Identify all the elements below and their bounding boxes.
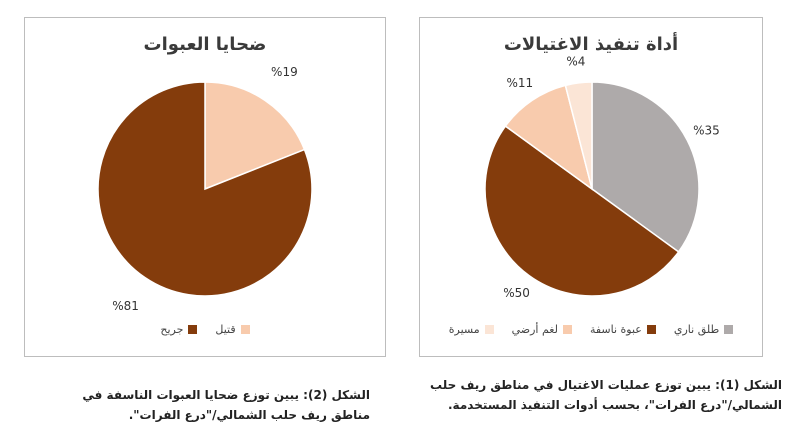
legend-item: جريح	[160, 323, 198, 336]
legend-swatch	[724, 325, 734, 334]
data-label: %35	[693, 124, 720, 138]
data-label: %11	[506, 76, 533, 90]
pie-slice	[591, 81, 700, 253]
legend-swatch	[646, 325, 656, 334]
legend-label: قتيل	[215, 323, 236, 336]
legend-swatch	[484, 325, 494, 334]
legend-label: لغم أرضي	[511, 323, 558, 336]
figure-caption-2: الشكل (2): يبين توزع ضحايا العبوات الناس…	[82, 388, 370, 422]
legend: طلق ناري عبوة ناسفة لغم أرضي مسيرة	[420, 323, 762, 336]
legend-label: طلق ناري	[673, 323, 720, 336]
pie-slice	[204, 81, 306, 191]
legend-label: عبوة ناسفة	[589, 323, 642, 336]
legend-label: مسيرة	[448, 323, 480, 336]
legend-label: جريح	[160, 323, 184, 336]
figure-caption-1: الشكل (1): يبين توزع عمليات الاغتيال في …	[430, 378, 782, 412]
chart-victims: ضحايا العبوات %19 %81 قتيل جريح	[24, 17, 386, 357]
pie-slice	[97, 81, 313, 297]
legend-item: لغم أرضي	[512, 323, 572, 336]
legend-item: طلق ناري	[673, 323, 734, 336]
chart-assassination-tools: أداة تنفيذ الاغتيالات %35 %50 %11 %4 طلق نا…	[419, 17, 763, 357]
chart-title: أداة تنفيذ الاغتيالات	[503, 34, 679, 55]
legend-item: مسيرة	[449, 323, 494, 336]
legend-item: قتيل	[215, 323, 250, 336]
chart-title: ضحايا العبوات	[143, 34, 267, 55]
pie-chart-tools: %35 %50 %11 %4	[484, 55, 720, 300]
pie-chart-victims: %19 %81	[97, 65, 313, 313]
legend-swatch	[188, 325, 198, 334]
data-label: %50	[503, 286, 530, 300]
pie-slice	[504, 84, 594, 191]
legend-item: عبوة ناسفة	[590, 323, 656, 336]
legend-swatch	[562, 325, 572, 334]
pie-slice	[564, 81, 593, 190]
data-label: %19	[271, 65, 298, 79]
data-label: %4	[566, 55, 585, 69]
data-label: %81	[112, 299, 139, 313]
pie-slice	[484, 125, 680, 297]
legend: قتيل جريح	[25, 323, 385, 336]
legend-swatch	[240, 325, 250, 334]
